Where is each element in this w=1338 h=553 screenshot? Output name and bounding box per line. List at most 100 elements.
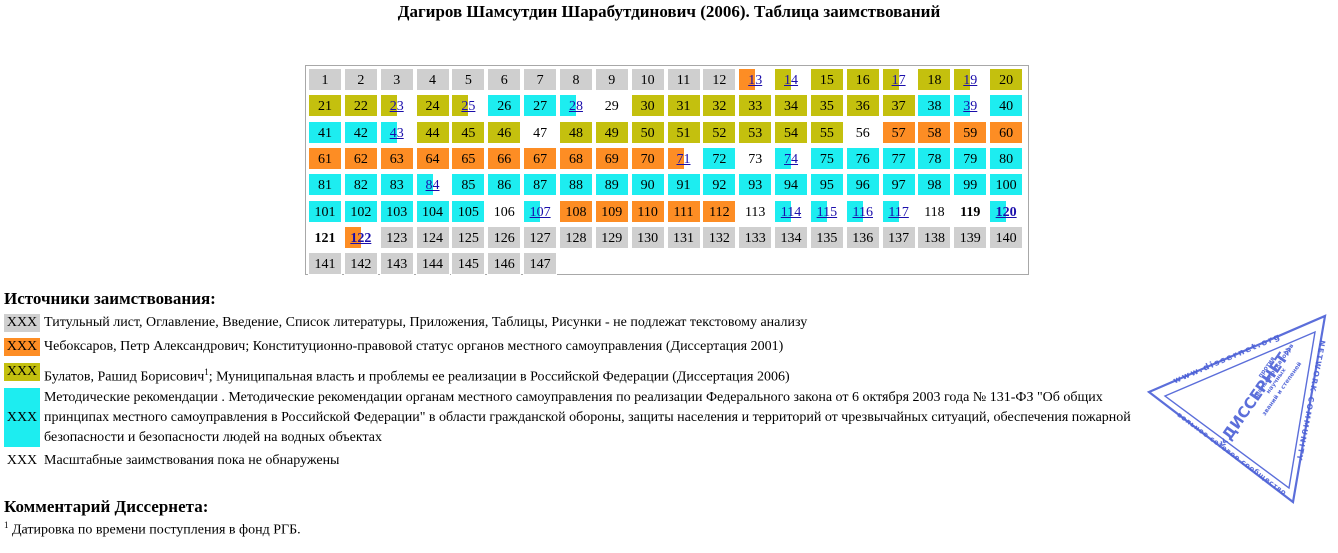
page-number[interactable]: 107 <box>529 204 551 220</box>
page-cell-67: 67 <box>523 146 558 170</box>
page-number: 36 <box>855 99 870 115</box>
page-number: 26 <box>497 99 512 115</box>
page-cell-76: 76 <box>845 146 880 170</box>
page-number: 121 <box>314 230 336 246</box>
page-number[interactable]: 71 <box>676 151 691 167</box>
page-number: 4 <box>429 73 437 88</box>
page-cell-126: 126 <box>487 225 522 249</box>
partial-fill <box>559 95 576 117</box>
page-number: 145 <box>457 257 479 273</box>
page-number: 73 <box>748 151 763 167</box>
page-cell-87: 87 <box>523 173 558 197</box>
page-number: 45 <box>461 125 476 141</box>
page-number: 49 <box>604 125 619 141</box>
page-number[interactable]: 13 <box>748 73 763 88</box>
page-cell-120[interactable]: 120 <box>989 199 1024 223</box>
page-number: 48 <box>568 125 583 141</box>
page-cell-74[interactable]: 74 <box>774 146 809 170</box>
page-number[interactable]: 39 <box>963 99 978 115</box>
page-number[interactable]: 117 <box>888 204 909 220</box>
page-cell-72: 72 <box>702 146 737 170</box>
page-cell-39[interactable]: 39 <box>953 94 988 118</box>
page-number: 86 <box>497 178 512 194</box>
page-cell-108: 108 <box>558 199 593 223</box>
page-number: 138 <box>923 230 945 246</box>
page-cell-115[interactable]: 115 <box>809 199 844 223</box>
page-number: 102 <box>350 204 372 220</box>
page-cell-28[interactable]: 28 <box>558 94 593 118</box>
page-cell-14[interactable]: 14 <box>774 68 809 91</box>
page-cell-29: 29 <box>594 94 629 118</box>
page-number[interactable]: 28 <box>568 99 583 115</box>
page-cell-23[interactable]: 23 <box>379 94 414 118</box>
page-number[interactable]: 120 <box>995 204 1017 220</box>
page-cell-3: 3 <box>379 68 414 91</box>
page-number: 40 <box>999 99 1014 115</box>
page-number[interactable]: 14 <box>784 73 799 88</box>
page-cell-47: 47 <box>523 120 558 144</box>
page-number: 96 <box>855 178 870 194</box>
page-number: 92 <box>712 178 727 194</box>
partial-fill <box>380 121 397 143</box>
partial-fill <box>954 69 971 90</box>
page-cell-59: 59 <box>953 120 988 144</box>
page-number: 127 <box>529 230 551 246</box>
legend-text-part: Булатов, Рашид Борисович <box>44 369 205 385</box>
partial-fill <box>344 226 361 248</box>
page-cell-19[interactable]: 19 <box>953 68 988 91</box>
page-cell-100: 100 <box>989 173 1024 197</box>
page-cell-107[interactable]: 107 <box>523 199 558 223</box>
page-cell-146: 146 <box>487 252 522 276</box>
page-cell-43[interactable]: 43 <box>379 120 414 144</box>
page-cell-106: 106 <box>487 199 522 223</box>
page-cell-40: 40 <box>989 94 1024 118</box>
footnote-ref[interactable]: 1 <box>204 367 209 377</box>
page-number[interactable]: 84 <box>425 178 440 194</box>
page-cell-129: 129 <box>594 225 629 249</box>
page-number: 80 <box>999 151 1014 167</box>
page-cell-57: 57 <box>881 120 916 144</box>
page-cell-116[interactable]: 116 <box>845 199 880 223</box>
page-cell-114[interactable]: 114 <box>774 199 809 223</box>
page-number: 64 <box>425 151 440 167</box>
page-cell-117[interactable]: 117 <box>881 199 916 223</box>
page-cell-84[interactable]: 84 <box>415 173 450 197</box>
page-cell-127: 127 <box>523 225 558 249</box>
page-cell-102: 102 <box>343 199 378 223</box>
page-number: 54 <box>784 125 799 141</box>
page-cell-122[interactable]: 122 <box>343 225 378 249</box>
page-number: 131 <box>673 230 694 246</box>
page-number: 133 <box>744 230 766 246</box>
page-number: 12 <box>712 73 727 88</box>
page-number[interactable]: 17 <box>891 73 906 88</box>
page-number: 46 <box>497 125 512 141</box>
page-cell-109: 109 <box>594 199 629 223</box>
page-cell-71[interactable]: 71 <box>666 146 701 170</box>
page-number: 78 <box>927 151 942 167</box>
page-number: 69 <box>604 151 619 167</box>
page-number[interactable]: 25 <box>461 99 476 115</box>
page-number[interactable]: 19 <box>963 73 978 88</box>
page-cell-70: 70 <box>630 146 665 170</box>
page-number[interactable]: 43 <box>389 125 404 141</box>
page-cell-54: 54 <box>774 120 809 144</box>
page-cell-44: 44 <box>415 120 450 144</box>
page-cell-13[interactable]: 13 <box>738 68 773 91</box>
page-number[interactable]: 74 <box>784 151 799 167</box>
page-number[interactable]: 114 <box>780 204 802 220</box>
page-cell-17[interactable]: 17 <box>881 68 916 91</box>
footnote-mark: 1 <box>4 520 9 530</box>
partial-fill <box>882 200 899 222</box>
page-number: 47 <box>533 125 548 141</box>
page-cell-30: 30 <box>630 94 665 118</box>
page-cell-18: 18 <box>917 68 952 91</box>
page-cell-25[interactable]: 25 <box>451 94 486 118</box>
page-number[interactable]: 115 <box>816 204 838 220</box>
page-number[interactable]: 23 <box>389 99 404 115</box>
page-number: 20 <box>999 73 1014 88</box>
page-number[interactable]: 122 <box>350 230 372 246</box>
page-number: 27 <box>533 99 548 115</box>
page-number[interactable]: 116 <box>852 204 873 220</box>
page-cell-91: 91 <box>666 173 701 197</box>
page-number: 57 <box>891 125 906 141</box>
